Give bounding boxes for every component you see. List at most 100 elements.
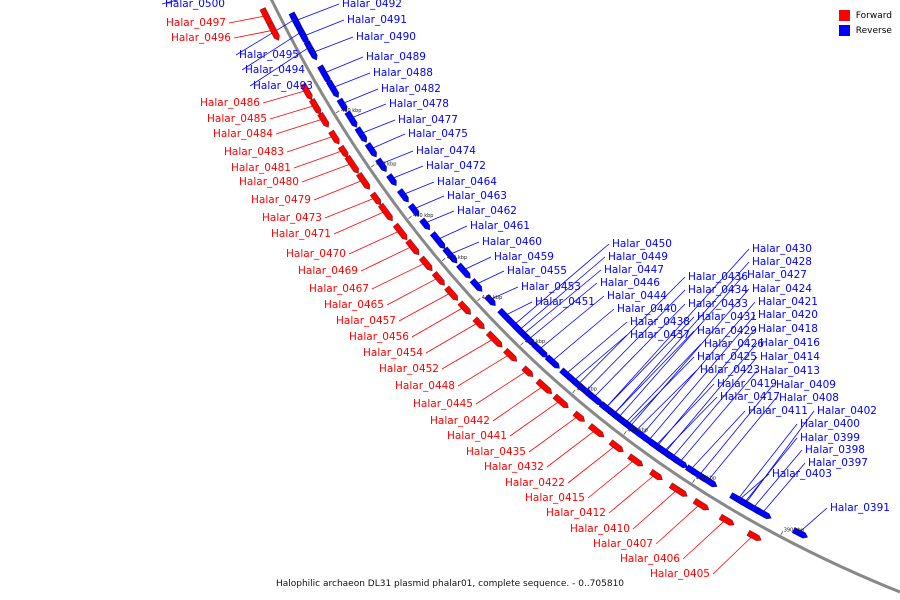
- gene-label[interactable]: Halar_0434: [688, 284, 748, 296]
- gene-label[interactable]: Halar_0478: [389, 98, 449, 110]
- gene-arrow[interactable]: [364, 141, 377, 158]
- gene-label[interactable]: Halar_0400: [800, 418, 860, 430]
- gene-arrow[interactable]: [457, 300, 471, 315]
- gene-label[interactable]: Halar_0432: [484, 461, 544, 473]
- gene-arrow[interactable]: [407, 202, 420, 217]
- gene-label[interactable]: Halar_0398: [805, 444, 865, 456]
- gene-arrow[interactable]: [307, 46, 318, 61]
- gene-arrow[interactable]: [325, 79, 340, 98]
- gene-label[interactable]: Halar_0446: [600, 277, 660, 289]
- gene-label[interactable]: Halar_0419: [717, 378, 777, 390]
- gene-arrow[interactable]: [469, 278, 483, 292]
- gene-label[interactable]: Halar_0412: [546, 507, 606, 519]
- gene-label[interactable]: Halar_0485: [207, 113, 267, 125]
- gene-arrow[interactable]: [392, 222, 408, 241]
- gene-arrow[interactable]: [472, 316, 485, 330]
- gene-arrow[interactable]: [405, 238, 420, 256]
- gene-label[interactable]: Halar_0474: [416, 145, 476, 157]
- gene-label[interactable]: Halar_0429: [697, 325, 757, 337]
- gene-arrow[interactable]: [585, 390, 603, 406]
- gene-arrow[interactable]: [668, 482, 688, 497]
- gene-arrow[interactable]: [535, 378, 553, 394]
- gene-arrow[interactable]: [444, 285, 459, 301]
- gene-label[interactable]: Halar_0469: [298, 265, 358, 277]
- gene-label[interactable]: Halar_0472: [426, 160, 486, 172]
- gene-label[interactable]: Halar_0488: [373, 67, 433, 79]
- gene-label[interactable]: Halar_0457: [336, 315, 396, 327]
- gene-label[interactable]: Halar_0447: [604, 264, 664, 276]
- gene-arrow[interactable]: [484, 293, 496, 306]
- gene-arrow[interactable]: [418, 255, 433, 272]
- gene-arrow[interactable]: [337, 144, 349, 158]
- gene-arrow[interactable]: [317, 64, 331, 84]
- gene-label[interactable]: Halar_0497: [166, 17, 226, 29]
- gene-arrow[interactable]: [608, 439, 624, 452]
- gene-label[interactable]: Halar_0495: [239, 49, 299, 61]
- gene-arrow[interactable]: [429, 231, 446, 249]
- gene-label[interactable]: Halar_0486: [200, 97, 260, 109]
- gene-label[interactable]: Halar_0436: [688, 271, 748, 283]
- gene-arrow[interactable]: [552, 393, 569, 409]
- gene-arrow[interactable]: [377, 202, 393, 222]
- gene-label[interactable]: Halar_0481: [231, 162, 291, 174]
- gene-label[interactable]: Halar_0438: [630, 316, 690, 328]
- gene-label[interactable]: Halar_0450: [612, 238, 672, 250]
- gene-label[interactable]: Halar_0441: [447, 430, 507, 442]
- gene-arrow[interactable]: [267, 21, 280, 41]
- gene-arrow[interactable]: [530, 341, 548, 358]
- gene-arrow[interactable]: [290, 14, 301, 30]
- gene-label[interactable]: Halar_0500: [165, 0, 225, 10]
- gene-label[interactable]: Halar_0433: [688, 298, 748, 310]
- gene-arrow[interactable]: [344, 154, 359, 174]
- gene-label[interactable]: Halar_0435: [466, 446, 526, 458]
- gene-label[interactable]: Halar_0423: [700, 364, 760, 376]
- gene-label[interactable]: Halar_0411: [748, 405, 808, 417]
- gene-arrow[interactable]: [317, 111, 330, 128]
- gene-label[interactable]: Halar_0467: [309, 283, 369, 295]
- gene-arrow[interactable]: [431, 271, 445, 286]
- gene-label[interactable]: Halar_0422: [505, 477, 565, 489]
- gene-arrow[interactable]: [328, 129, 340, 145]
- gene-label[interactable]: Halar_0425: [697, 351, 757, 363]
- gene-arrow[interactable]: [718, 513, 735, 526]
- gene-arrow[interactable]: [456, 262, 471, 279]
- gene-label[interactable]: Halar_0410: [570, 523, 630, 535]
- gene-arrow[interactable]: [485, 330, 503, 348]
- gene-label[interactable]: Halar_0491: [347, 14, 407, 26]
- gene-label[interactable]: Halar_0489: [366, 51, 426, 63]
- gene-label[interactable]: Halar_0483: [224, 146, 284, 158]
- gene-label[interactable]: Halar_0479: [251, 194, 311, 206]
- gene-arrow[interactable]: [791, 527, 808, 539]
- gene-label[interactable]: Halar_0414: [760, 351, 820, 363]
- gene-arrow[interactable]: [587, 423, 605, 438]
- gene-arrow[interactable]: [299, 82, 313, 101]
- gene-label[interactable]: Halar_0454: [363, 347, 423, 359]
- gene-label[interactable]: Halar_0427: [747, 269, 807, 281]
- gene-label[interactable]: Halar_0452: [379, 363, 439, 375]
- gene-arrow[interactable]: [369, 191, 381, 206]
- gene-arrow[interactable]: [354, 126, 368, 143]
- gene-label[interactable]: Halar_0480: [239, 176, 299, 188]
- gene-label[interactable]: Halar_0408: [779, 392, 839, 404]
- gene-label[interactable]: Halar_0413: [760, 365, 820, 377]
- gene-label[interactable]: Halar_0421: [758, 296, 818, 308]
- gene-label[interactable]: Halar_0409: [776, 379, 836, 391]
- gene-arrow[interactable]: [298, 29, 309, 45]
- gene-arrow[interactable]: [544, 354, 560, 369]
- gene-label[interactable]: Halar_0456: [349, 331, 409, 343]
- gene-label[interactable]: Halar_0448: [395, 380, 455, 392]
- gene-label[interactable]: Halar_0493: [253, 80, 313, 92]
- gene-label[interactable]: Halar_0420: [758, 309, 818, 321]
- gene-label[interactable]: Halar_0496: [171, 32, 231, 44]
- gene-arrow[interactable]: [386, 173, 397, 186]
- gene-label[interactable]: Halar_0473: [262, 212, 322, 224]
- gene-label[interactable]: Halar_0444: [607, 290, 667, 302]
- gene-label[interactable]: Halar_0416: [760, 337, 820, 349]
- gene-label[interactable]: Halar_0415: [525, 492, 585, 504]
- gene-label[interactable]: Halar_0482: [381, 83, 441, 95]
- gene-label[interactable]: Halar_0402: [817, 405, 877, 417]
- gene-label[interactable]: Halar_0453: [521, 281, 581, 293]
- gene-label[interactable]: Halar_0437: [630, 329, 690, 341]
- gene-label[interactable]: Halar_0465: [324, 299, 384, 311]
- gene-arrow[interactable]: [746, 529, 762, 541]
